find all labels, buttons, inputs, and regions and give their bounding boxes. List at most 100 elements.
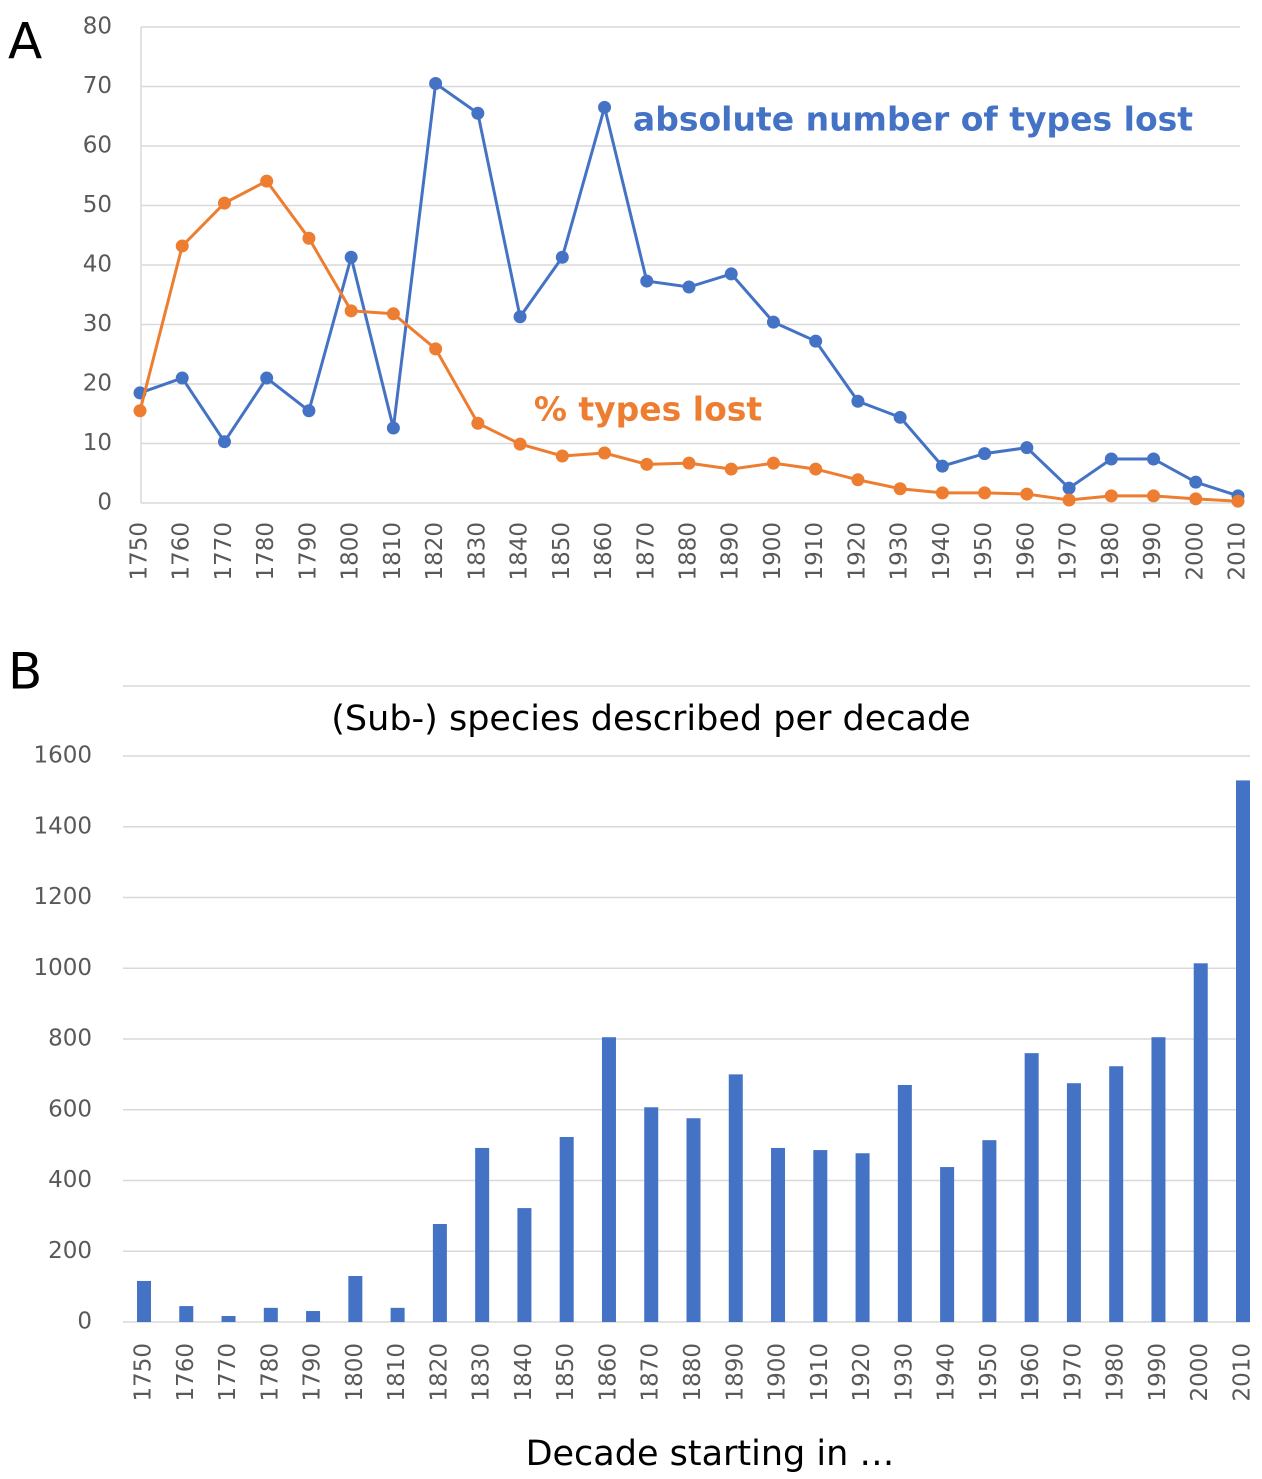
data-point [260, 371, 274, 385]
data-point [893, 410, 907, 424]
series-line [138, 179, 1239, 503]
bar [982, 1140, 997, 1322]
x-tick-label: 1980 [1098, 522, 1124, 581]
data-point [809, 462, 823, 476]
data-point [344, 304, 358, 318]
data-point [1020, 441, 1034, 455]
bar [1109, 1066, 1124, 1322]
x-tick-label: 1760 [169, 522, 195, 581]
bar [306, 1311, 321, 1322]
data-point [260, 174, 274, 188]
x-tick-label: 1910 [802, 522, 828, 581]
bar [179, 1306, 194, 1322]
x-tick-label: 1760 [173, 1343, 199, 1402]
x-tick-label: 1850 [553, 1343, 579, 1402]
bar [601, 1037, 616, 1322]
x-tick-label: 1960 [1013, 522, 1039, 581]
y-tick-label: 10 [83, 430, 112, 456]
x-tick-label: 1960 [1018, 1343, 1044, 1402]
data-point [513, 310, 527, 324]
data-point [302, 404, 316, 418]
chart-title: (Sub-) species described per decade [331, 699, 970, 739]
data-point [1020, 487, 1034, 501]
data-point [598, 446, 612, 460]
x-tick-label: 1920 [844, 522, 870, 581]
data-point [344, 250, 358, 264]
x-tick-label: 1950 [976, 1343, 1002, 1402]
bar [1151, 1037, 1166, 1322]
bar [432, 1224, 447, 1322]
data-point [766, 315, 780, 329]
bar [517, 1208, 532, 1322]
x-tick-label: 1800 [338, 522, 364, 581]
bar [855, 1153, 870, 1322]
bar [1066, 1083, 1081, 1322]
y-tick-label: 1000 [33, 955, 92, 981]
y-tick-label: 800 [48, 1026, 92, 1052]
data-point [217, 196, 231, 210]
data-point [598, 100, 612, 114]
data-point [302, 231, 316, 245]
x-tick-label: 1820 [422, 522, 448, 581]
bar [137, 1280, 151, 1322]
y-tick-label: 80 [83, 14, 112, 40]
data-point [1189, 475, 1203, 489]
x-tick-label: 1810 [380, 522, 406, 581]
data-point [724, 462, 738, 476]
x-tick-label: 1780 [253, 522, 279, 581]
data-point [1104, 452, 1118, 466]
data-point [809, 334, 823, 348]
x-tick-label: 1810 [384, 1343, 410, 1402]
bar [644, 1107, 659, 1322]
data-point [1062, 481, 1076, 495]
y-tick-label: 1400 [33, 813, 92, 839]
x-tick-label: 1880 [676, 522, 702, 581]
x-tick-label: 1920 [849, 1343, 875, 1402]
data-point [682, 456, 696, 470]
data-point [133, 404, 147, 418]
y-tick-label: 60 [83, 133, 112, 159]
bar [475, 1147, 490, 1322]
bar [221, 1315, 236, 1322]
data-point [640, 274, 654, 288]
x-tick-label: 1940 [929, 522, 955, 581]
data-point [640, 457, 654, 471]
x-tick-label: 1860 [591, 522, 617, 581]
x-tick-label: 1930 [891, 1343, 917, 1402]
y-tick-label: 50 [83, 192, 112, 218]
x-tick-label: 1860 [595, 1343, 621, 1402]
x-tick-label: 1780 [257, 1343, 283, 1402]
x-tick-label: 1870 [633, 522, 659, 581]
x-tick-label: 1790 [300, 1343, 326, 1402]
x-tick-label: 1950 [971, 522, 997, 581]
data-point [724, 267, 738, 281]
bar [559, 1136, 574, 1322]
x-tick-label: 1890 [722, 1343, 748, 1402]
x-tick-label: 2010 [1225, 522, 1251, 581]
bar [897, 1084, 912, 1322]
x-tick-label: 1840 [507, 522, 533, 581]
bar [1236, 780, 1250, 1322]
data-point [935, 459, 949, 473]
bar [1024, 1053, 1039, 1322]
data-point [1189, 492, 1203, 506]
x-tick-label: 1990 [1140, 522, 1166, 581]
x-tick-label: 1840 [511, 1343, 537, 1402]
data-point [1231, 494, 1245, 508]
x-tick-label: 1990 [1145, 1343, 1171, 1402]
x-tick-label: 1750 [127, 522, 153, 581]
bar [1193, 963, 1208, 1322]
panel-label: B [8, 643, 42, 701]
x-tick-label: 1770 [211, 522, 237, 581]
data-point [175, 371, 189, 385]
x-tick-label: 1970 [1056, 522, 1082, 581]
data-point [429, 342, 443, 356]
bar [686, 1118, 701, 1322]
data-point [1147, 452, 1161, 466]
y-tick-label: 200 [48, 1238, 92, 1264]
y-tick-label: 70 [83, 73, 112, 99]
y-tick-label: 400 [48, 1167, 92, 1193]
y-tick-label: 0 [97, 490, 112, 516]
data-point [471, 106, 485, 120]
x-tick-label: 1930 [887, 522, 913, 581]
